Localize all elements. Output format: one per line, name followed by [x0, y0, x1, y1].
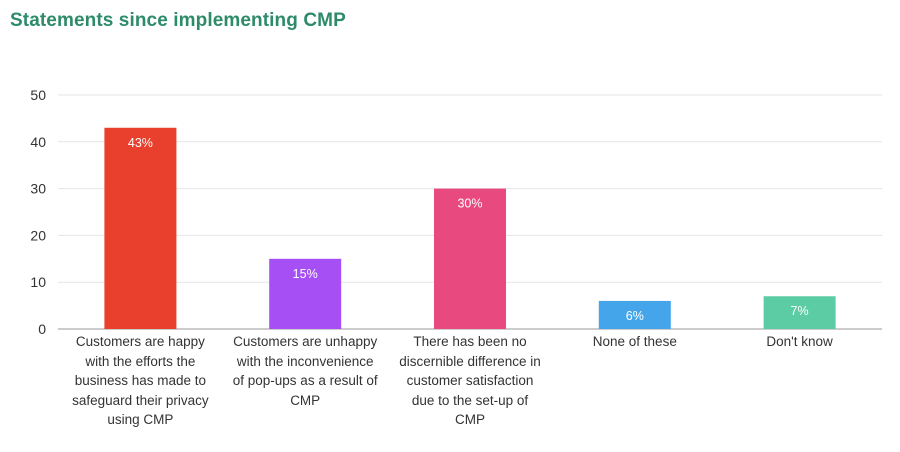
bar: [104, 127, 177, 329]
bar: [598, 300, 671, 329]
x-tick-label: None of these: [592, 334, 677, 349]
data-label: 30%: [457, 197, 482, 211]
y-tick-label: 30: [30, 181, 46, 197]
data-label: 7%: [791, 304, 809, 318]
data-label: 6%: [626, 309, 644, 323]
y-tick-label: 40: [30, 134, 46, 150]
bar: [434, 188, 506, 329]
y-tick-label: 50: [30, 87, 46, 103]
data-label: 43%: [128, 136, 153, 150]
bar: [763, 296, 836, 329]
chart-title: Statements since implementing CMP: [10, 10, 346, 31]
y-tick-label: 10: [30, 274, 46, 290]
x-tick-label: Customers are happy with the efforts the…: [72, 334, 209, 427]
x-tick-label: Customers are unhappy with the inconveni…: [232, 334, 378, 408]
x-tick-label: Don't know: [766, 334, 833, 349]
y-tick-label: 0: [38, 321, 46, 337]
y-tick-label: 20: [30, 227, 46, 243]
x-tick-label: There has been no discernible difference…: [399, 334, 541, 427]
bar: [269, 258, 342, 329]
data-label: 15%: [293, 267, 318, 281]
